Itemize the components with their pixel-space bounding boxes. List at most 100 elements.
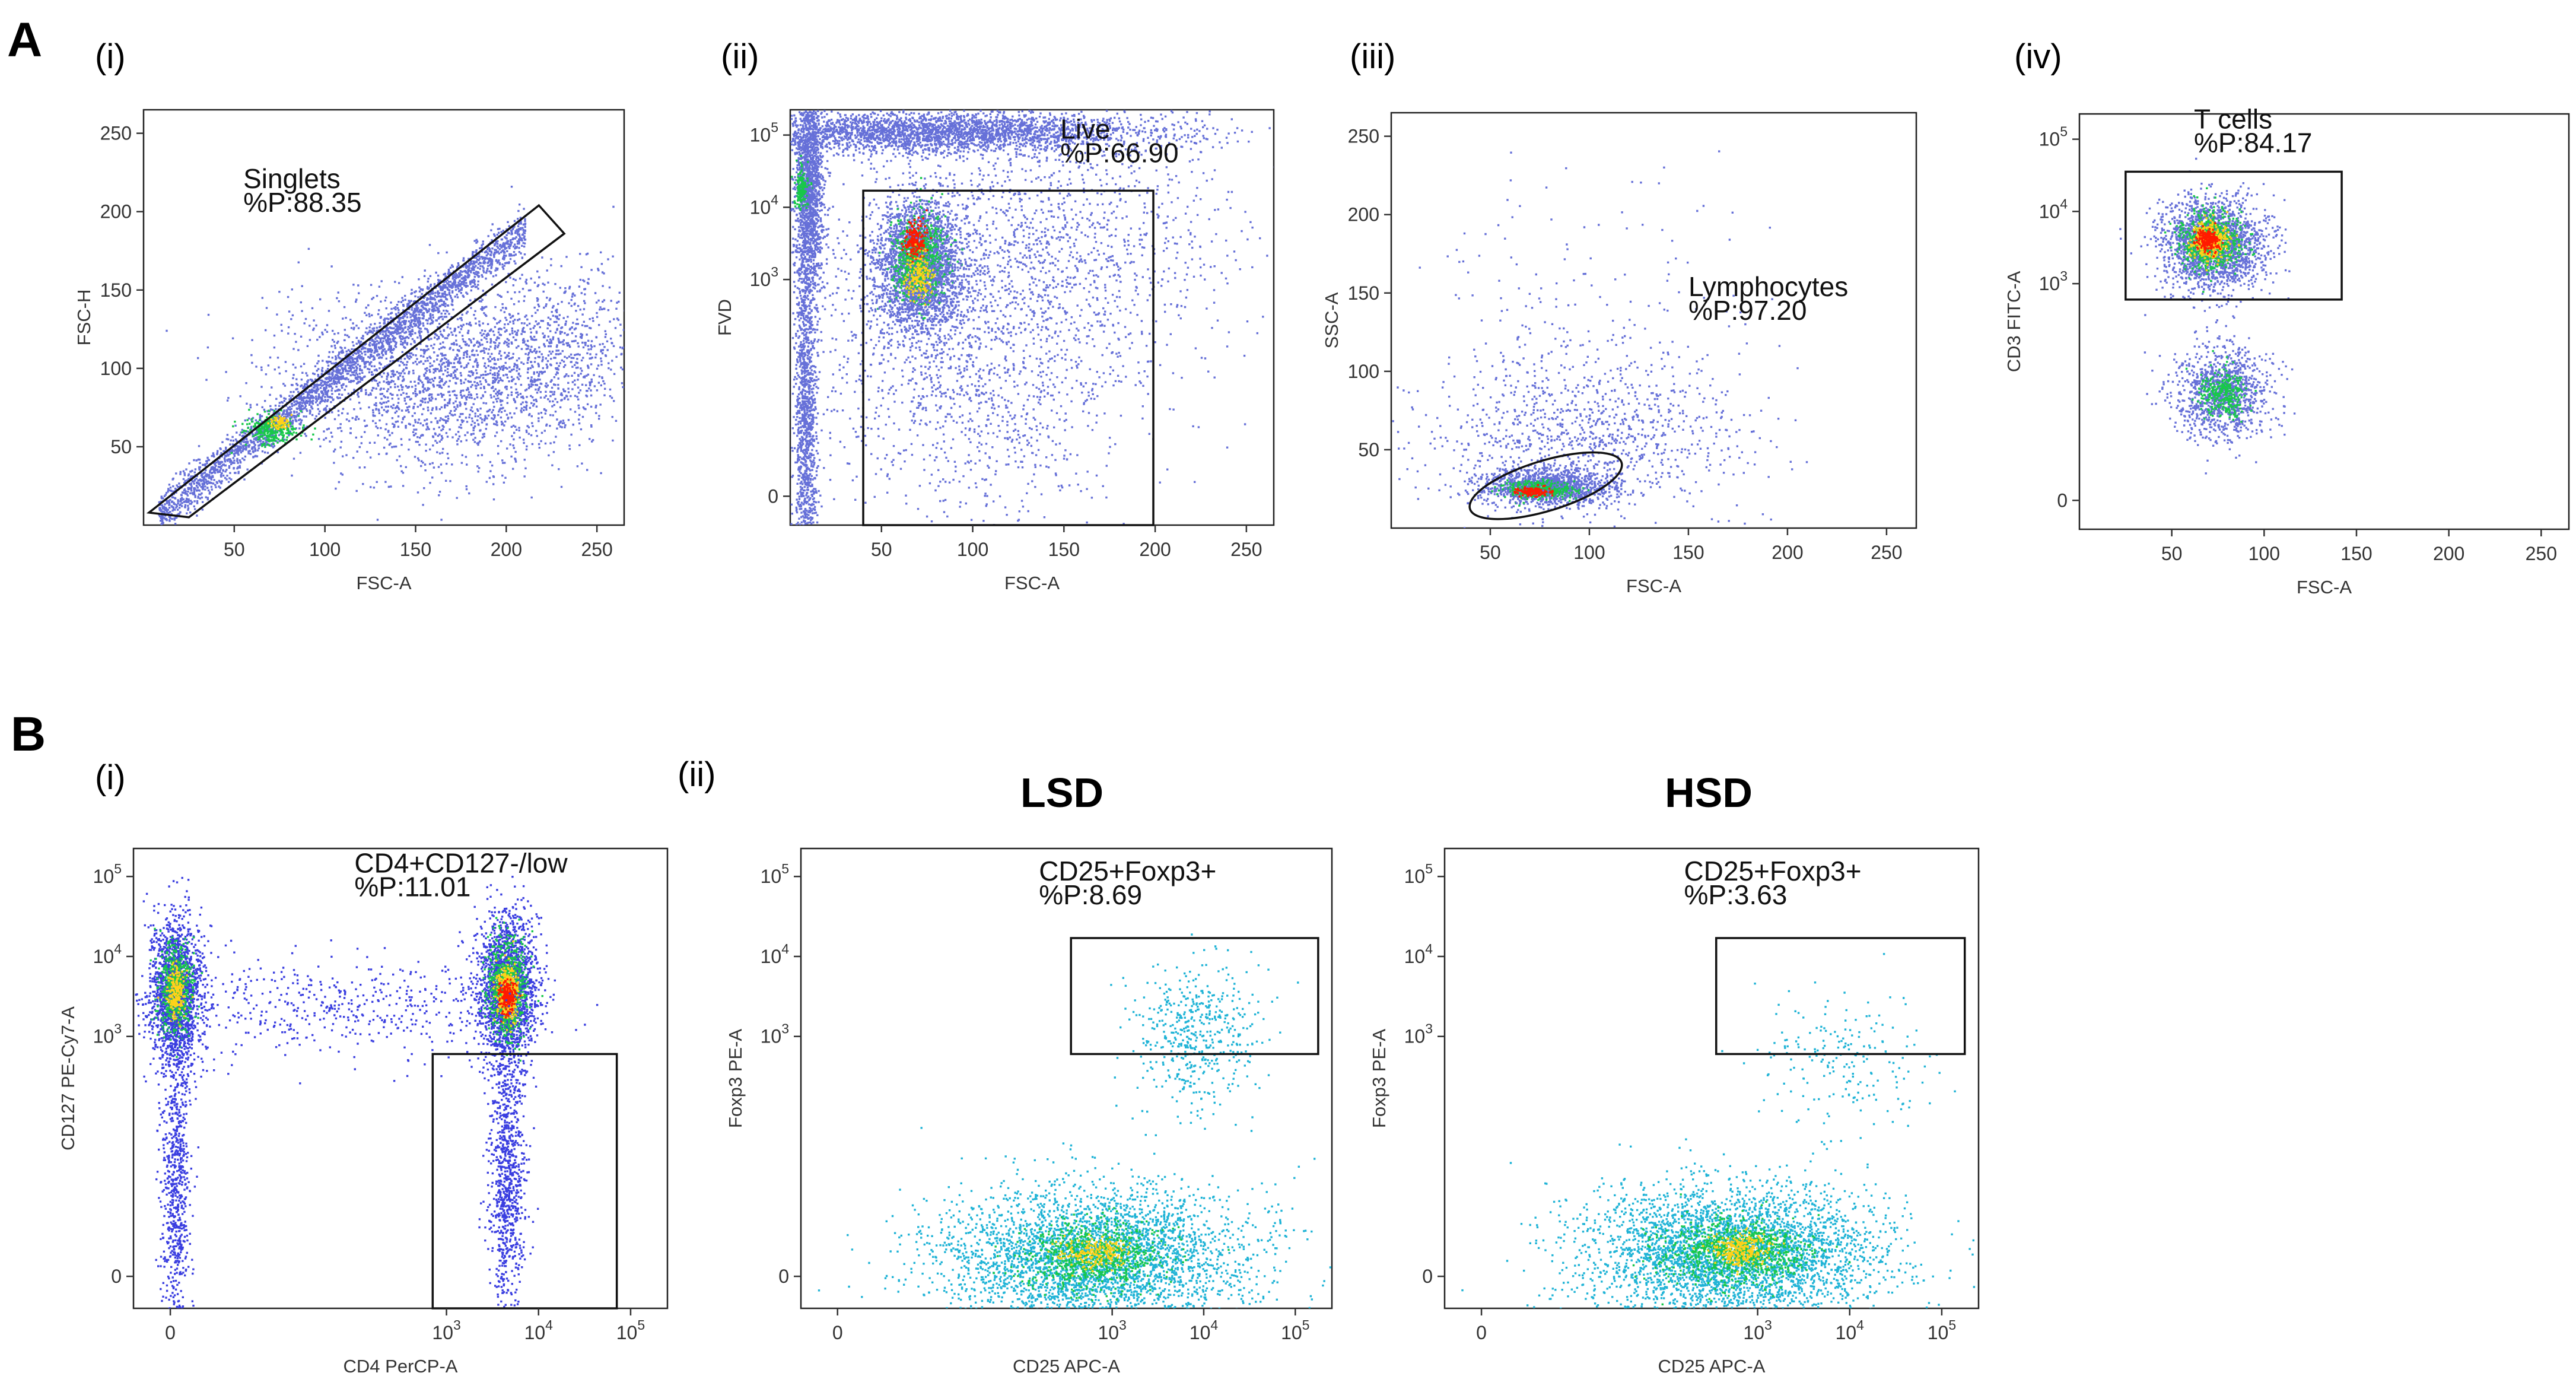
plot-frame [2078, 113, 2570, 530]
y-axis-label: Foxp3 PE-A [725, 1029, 746, 1128]
x-tick-label: 103 [1743, 1317, 1772, 1343]
gate-name: CD25+Foxp3+ [1039, 856, 1216, 886]
event-cluster [791, 155, 813, 211]
event-cluster [1444, 455, 1686, 520]
event-cluster [1692, 1227, 1785, 1276]
x-tick-label: 50 [871, 539, 892, 560]
y-axis-label: FSC-H [74, 290, 94, 346]
y-tick-label: 0 [778, 1266, 789, 1287]
plot-b-ii-lsd: (ii) LSD CD25+Foxp3+%P:8.69 0 103 104 105 0 103 1… [678, 755, 1333, 1377]
gate-name: CD25+Foxp3+ [1684, 856, 1861, 886]
x-tick-label: 150 [1672, 542, 1704, 563]
y-tick-label: 0 [111, 1266, 122, 1287]
y-axis-label: SSC-A [1321, 292, 1342, 348]
sub-label: (iii) [1350, 37, 1395, 76]
y-tick-label: 150 [1348, 282, 1379, 304]
x-tick-label: 200 [1772, 542, 1803, 563]
event-cluster [790, 110, 1271, 174]
plot-b-ii-hsd: HSD CD25+Foxp3+%P:3.63 0 103 104 105 0 103 104 10… [1369, 770, 1980, 1377]
x-tick-label: 100 [309, 539, 341, 560]
event-cluster [901, 209, 933, 263]
gate-stat: %P:8.69 [1039, 879, 1142, 910]
gate-name: CD4+CD127-/low [354, 847, 568, 878]
gate-stat: %P:11.01 [354, 871, 470, 902]
gate [1715, 937, 1966, 1056]
y-tick-label: 250 [100, 123, 132, 144]
y-tick-label: 104 [750, 192, 779, 218]
x-tick-label: 100 [1573, 542, 1605, 563]
x-tick-label: 103 [1098, 1317, 1126, 1343]
plot-b-i: (i) CD4+CD127-/low%P:11.01 0 103 104 105 0 103 1… [58, 758, 669, 1377]
event-points [1392, 150, 1808, 528]
x-axis-label: CD25 APC-A [1658, 1356, 1766, 1377]
y-tick-label: 103 [750, 264, 778, 290]
event-cluster [166, 244, 624, 521]
y-tick-label: 0 [768, 485, 778, 507]
x-tick-label: 250 [2526, 543, 2557, 564]
x-tick-label: 200 [2433, 543, 2464, 564]
sub-label: (i) [95, 758, 126, 797]
gate-stat: %P:88.35 [243, 187, 361, 218]
y-axis-label: CD3 FITC-A [2003, 271, 2024, 372]
event-cluster [444, 186, 624, 471]
y-tick-label: 104 [2039, 196, 2068, 222]
gate-name: T cells [2194, 103, 2272, 134]
gate-name: Singlets [243, 163, 341, 194]
gate [862, 189, 1155, 526]
x-tick-label: 250 [1230, 539, 1262, 560]
event-cluster [490, 940, 524, 1033]
event-points [2119, 157, 2296, 475]
sub-label: (iv) [2014, 37, 2062, 76]
plots-layer: (i) Singlets%P:88.35 50 100 150 200 250 50 100 15… [58, 37, 2570, 1377]
event-points [818, 933, 1332, 1308]
x-tick-label: 150 [1048, 539, 1080, 560]
x-tick-label: 50 [2161, 543, 2183, 564]
x-tick-label: 0 [832, 1322, 843, 1343]
event-cluster [497, 978, 521, 1023]
event-cluster [230, 408, 316, 455]
x-tick-label: 250 [1871, 542, 1902, 563]
x-tick-label: 250 [581, 539, 612, 560]
y-tick-label: 103 [2039, 268, 2068, 294]
y-tick-label: 0 [1422, 1266, 1433, 1287]
y-tick-label: 50 [110, 436, 132, 457]
event-cluster [2193, 222, 2224, 258]
x-tick-label: 105 [616, 1317, 645, 1343]
plot-frame [142, 109, 625, 526]
y-tick-label: 105 [761, 861, 789, 887]
x-axis-label: CD4 PerCP-A [344, 1356, 458, 1377]
y-axis-label: Foxp3 PE-A [1369, 1029, 1389, 1128]
y-tick-label: 105 [2039, 124, 2068, 150]
gate-name: Lymphocytes [1688, 271, 1848, 302]
x-axis-label: FSC-A [2297, 577, 2352, 598]
plot-a-iii: (iii) Lymphocytes%P:97.20 50 100 150 200 250 50… [1321, 37, 1917, 596]
y-tick-label: 105 [93, 861, 122, 887]
y-tick-label: 100 [100, 358, 132, 379]
x-tick-label: 100 [957, 539, 988, 560]
gate [2125, 170, 2343, 301]
sub-label: (i) [95, 37, 126, 76]
y-tick-label: 104 [1404, 941, 1433, 967]
event-cluster [478, 961, 539, 1308]
gate-name: Live [1060, 114, 1110, 145]
y-tick-label: 104 [93, 941, 122, 967]
y-tick-label: 103 [93, 1021, 122, 1047]
x-axis-label: CD25 APC-A [1013, 1356, 1120, 1377]
x-axis-label: FSC-A [1626, 576, 1681, 596]
event-points [790, 110, 1274, 525]
gate [1468, 451, 1623, 520]
gate-stat: %P:3.63 [1684, 879, 1787, 910]
gate-stat: %P:84.17 [2194, 127, 2312, 158]
y-tick-label: 103 [1404, 1021, 1433, 1047]
y-tick-label: 50 [1358, 439, 1379, 460]
plot-frame [800, 847, 1333, 1310]
x-tick-label: 105 [1281, 1317, 1309, 1343]
panel-letter-a: A [7, 13, 42, 67]
x-tick-label: 103 [432, 1317, 460, 1343]
x-tick-label: 0 [1476, 1322, 1487, 1343]
x-tick-label: 104 [524, 1317, 554, 1343]
event-cluster [267, 414, 293, 430]
x-tick-label: 150 [400, 539, 431, 560]
condition-title: HSD [1665, 770, 1753, 816]
y-tick-label: 200 [100, 201, 132, 223]
